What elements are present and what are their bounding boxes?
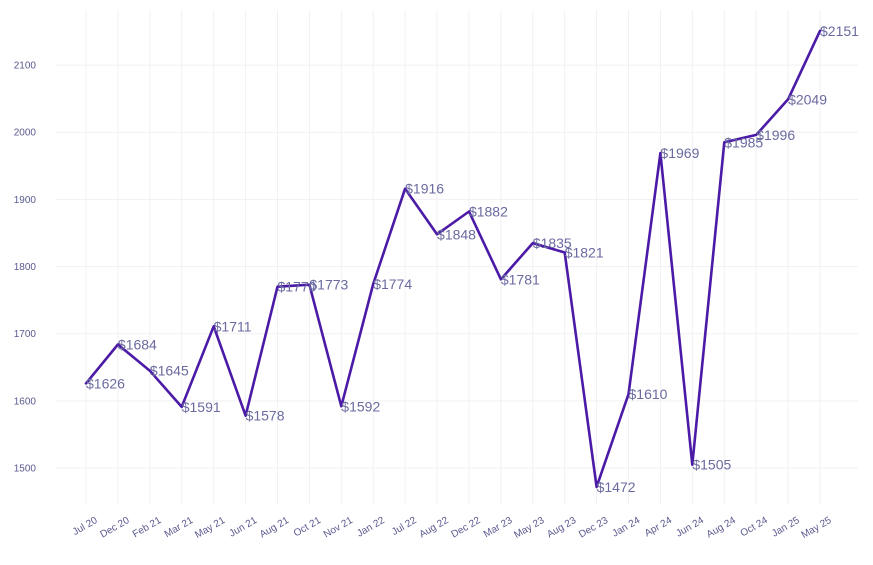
x-tick-label: May 23 [512,515,546,541]
data-label: $1774 [373,276,412,292]
data-label: $1578 [246,408,285,424]
data-label: $1996 [756,127,795,143]
y-tick-label: 1700 [14,329,37,340]
x-tick-label: Dec 23 [577,515,610,541]
y-tick-label: 2000 [14,128,37,139]
y-tick-label: 1900 [14,195,37,206]
x-tick-label: Aug 24 [705,515,738,541]
x-tick-label: Nov 21 [322,515,355,541]
x-tick-label: Mar 21 [163,515,196,540]
data-label: $1610 [629,386,668,402]
x-tick-label: Aug 22 [418,515,451,541]
data-label: $1505 [692,457,731,473]
series-line [84,29,822,489]
data-label: $1882 [469,203,508,219]
x-tick-label: Mar 23 [482,515,515,540]
data-label: $1472 [597,479,636,495]
grid-layer [56,10,858,505]
data-labels: $1626 $1684 $1645 $1591 $1711 $1578 $1770$1773… [86,23,859,495]
data-label: $1591 [182,399,221,415]
y-tick-label: 1600 [14,396,37,407]
x-tick-label: Aug 23 [545,515,578,541]
x-tick-label: Oct 24 [739,515,770,539]
x-tick-label: Feb 21 [131,515,164,540]
data-label: $2049 [788,91,827,107]
data-label: $1645 [150,363,189,379]
x-tick-label: May 25 [800,515,834,541]
x-tick-label: Jun 24 [674,515,706,540]
x-tick-label: Jan 25 [770,515,802,540]
data-label: $1626 [86,375,125,391]
y-tick-label: 1800 [14,262,37,273]
x-tick-label: Jun 21 [228,515,260,540]
x-tick-label: May 21 [193,515,227,541]
data-label: $1781 [501,271,540,287]
x-tick-label: Jan 22 [355,515,387,540]
data-label: $1821 [565,244,604,260]
data-label: $2151 [820,23,859,39]
x-tick-label: Dec 22 [450,515,483,541]
y-tick-label: 1500 [14,464,37,475]
x-tick-label: Jan 24 [611,515,643,540]
data-label: $1969 [660,145,699,161]
data-label: $1684 [118,336,157,352]
y-tick-label: 2100 [14,61,37,72]
x-tick-label: Jul 22 [390,515,419,538]
x-tick-label: Dec 20 [98,515,131,541]
data-label: $1711 [214,318,252,334]
x-tick-label: Apr 24 [643,515,674,539]
data-label: $1773 [309,277,348,293]
x-tick-label: Oct 21 [292,515,323,539]
data-label: $1848 [437,226,476,242]
x-tick-label: Aug 21 [258,515,291,541]
x-tick-label: Jul 20 [71,515,100,538]
data-label: $1835 [533,235,572,251]
data-label: $1985 [724,134,763,150]
data-label: $1770 [277,279,316,295]
data-label: $1592 [341,398,380,414]
y-axis-ticks: 1500 1600 1700 1800 1900 2000 2100 [14,61,37,475]
data-label: $1916 [405,181,444,197]
